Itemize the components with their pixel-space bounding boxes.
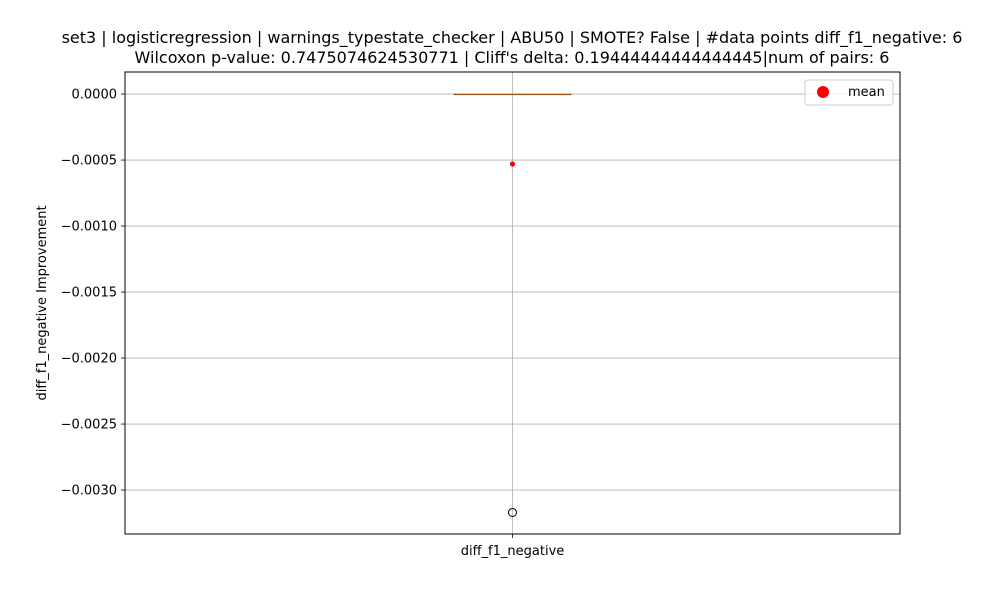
y-tick-label: 0.0000 (72, 88, 118, 103)
grid-lines (125, 72, 900, 534)
x-tick-label: diff_f1_negative (461, 544, 565, 559)
x-axis: diff_f1_negative (461, 534, 565, 559)
legend-mean-marker (817, 86, 829, 98)
plot-frame (124, 71, 901, 535)
y-tick-label: −0.0005 (61, 154, 117, 169)
legend: mean (804, 79, 894, 106)
legend-mean-label: mean (848, 85, 885, 100)
y-tick-label: −0.0010 (61, 220, 117, 235)
y-axis: 0.0000 −0.0005 −0.0010 −0.0015 −0.0020 −0.002… (61, 88, 125, 499)
chart-title: set3 | logisticregression | warnings_typ… (62, 28, 963, 48)
legend-frame (804, 79, 894, 106)
y-tick-label: −0.0030 (61, 484, 117, 499)
y-tick-label: −0.0025 (61, 418, 117, 433)
y-axis-label: diff_f1_negative Improvement (35, 205, 50, 400)
box-plot (453, 93, 572, 517)
outlier-point (508, 507, 517, 517)
chart-subtitle: Wilcoxon p-value: 0.7475074624530771 | C… (135, 48, 890, 67)
y-tick-label: −0.0015 (61, 286, 117, 301)
mean-point (509, 161, 516, 167)
y-tick-label: −0.0020 (61, 352, 117, 367)
